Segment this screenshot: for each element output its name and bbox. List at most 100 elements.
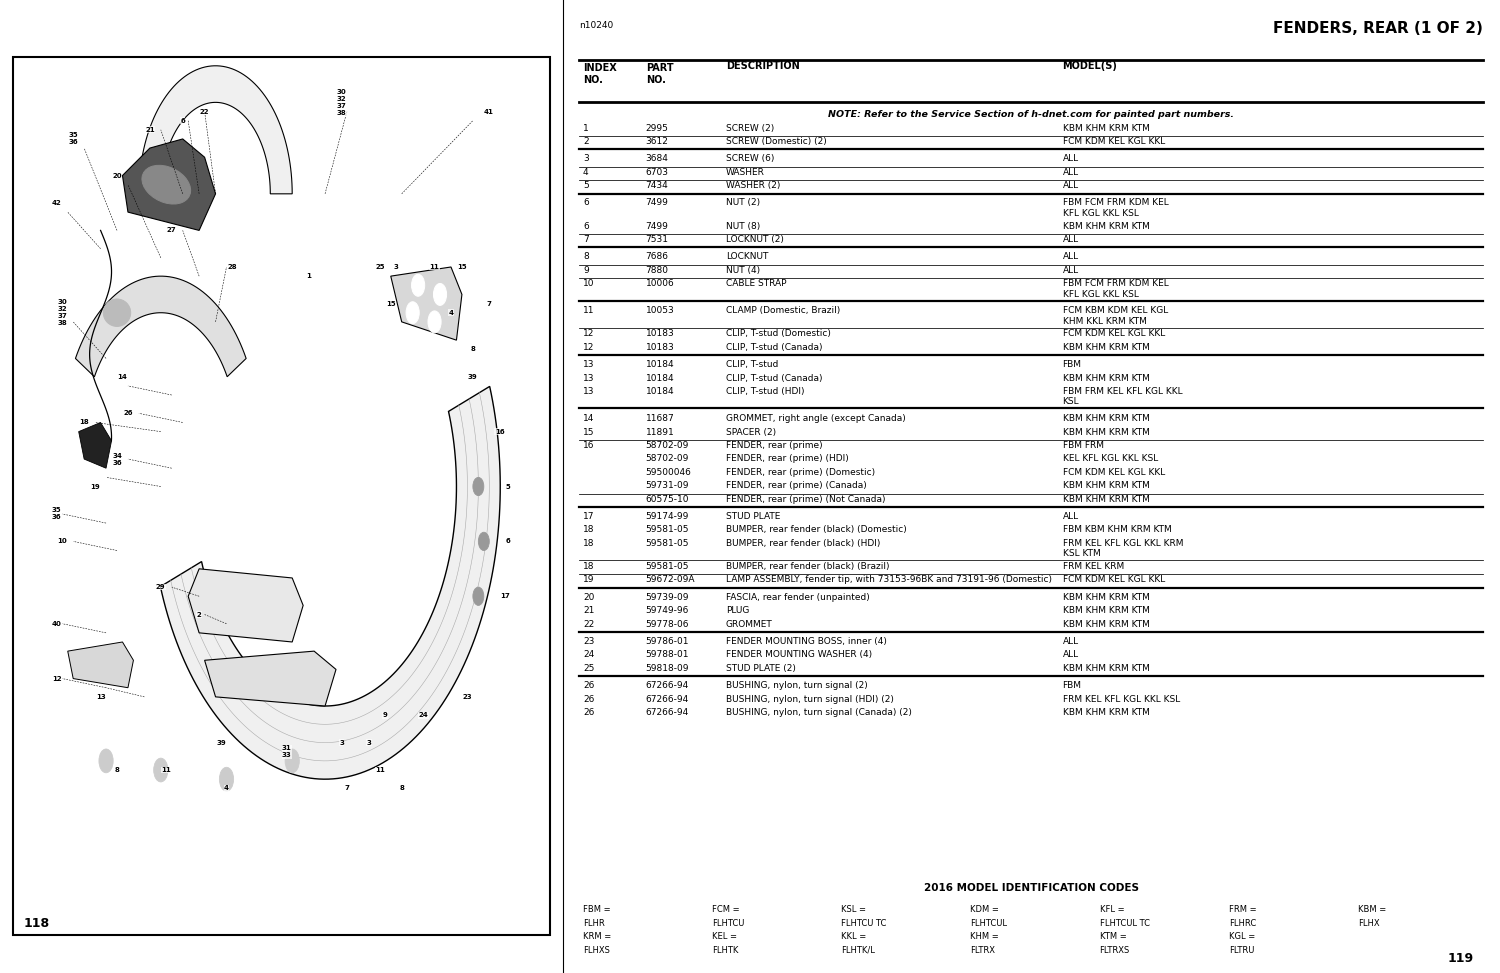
- Text: 8: 8: [399, 785, 404, 791]
- Text: 30
32
37
38: 30 32 37 38: [57, 300, 68, 326]
- Polygon shape: [140, 66, 292, 194]
- Text: 14: 14: [584, 414, 594, 423]
- Text: 11: 11: [375, 767, 384, 773]
- Polygon shape: [78, 422, 111, 468]
- Polygon shape: [390, 267, 462, 341]
- Text: 10183: 10183: [645, 330, 675, 339]
- Text: PART
NO.: PART NO.: [645, 63, 674, 85]
- Text: KBM KHM KRM KTM: KBM KHM KRM KTM: [1062, 414, 1149, 423]
- Text: 11: 11: [584, 306, 594, 315]
- Text: 13: 13: [584, 360, 594, 369]
- Text: FLHTCUL TC: FLHTCUL TC: [1100, 919, 1149, 927]
- Text: 21: 21: [584, 606, 594, 615]
- Text: 3: 3: [339, 739, 344, 745]
- Text: 10184: 10184: [645, 374, 675, 382]
- Text: BUSHING, nylon, turn signal (Canada) (2): BUSHING, nylon, turn signal (Canada) (2): [726, 708, 912, 717]
- Text: 1: 1: [584, 124, 588, 132]
- Text: CLIP, T-stud (HDI): CLIP, T-stud (HDI): [726, 387, 804, 396]
- Text: 4: 4: [448, 309, 453, 315]
- Text: 7880: 7880: [645, 266, 669, 274]
- Text: GROMMET: GROMMET: [726, 620, 772, 629]
- Text: KSL =: KSL =: [842, 905, 866, 914]
- Text: KBM KHM KRM KTM: KBM KHM KRM KTM: [1062, 482, 1149, 490]
- Text: FLHTCUL: FLHTCUL: [970, 919, 1008, 927]
- Text: 9: 9: [382, 712, 387, 718]
- Text: 10184: 10184: [645, 360, 675, 369]
- Text: 15: 15: [386, 301, 396, 306]
- Text: FENDER, rear (prime): FENDER, rear (prime): [726, 441, 822, 450]
- Text: KFL =: KFL =: [1100, 905, 1124, 914]
- Text: 4: 4: [584, 167, 588, 177]
- Text: 39: 39: [468, 374, 477, 379]
- Text: KBM KHM KRM KTM: KBM KHM KRM KTM: [1062, 427, 1149, 437]
- Text: KBM KHM KRM KTM: KBM KHM KRM KTM: [1062, 374, 1149, 382]
- Text: FRM KEL KRM: FRM KEL KRM: [1062, 562, 1124, 571]
- Text: SCREW (2): SCREW (2): [726, 124, 774, 132]
- Text: FENDER MOUNTING BOSS, inner (4): FENDER MOUNTING BOSS, inner (4): [726, 637, 886, 646]
- Text: 118: 118: [24, 918, 50, 930]
- Text: 6: 6: [180, 118, 184, 124]
- Text: 18: 18: [584, 525, 594, 534]
- Text: ALL: ALL: [1062, 155, 1078, 163]
- Text: KBM KHM KRM KTM: KBM KHM KRM KTM: [1062, 606, 1149, 615]
- Text: 8: 8: [114, 767, 120, 773]
- Text: 35
36: 35 36: [69, 132, 78, 145]
- Text: 26: 26: [584, 695, 594, 703]
- Text: 119: 119: [1448, 952, 1474, 964]
- Text: FBM FRM KEL KFL KGL KKL
KSL: FBM FRM KEL KFL KGL KKL KSL: [1062, 387, 1182, 407]
- Text: 15: 15: [458, 264, 466, 270]
- Text: BUMPER, rear fender (black) (Domestic): BUMPER, rear fender (black) (Domestic): [726, 525, 906, 534]
- Circle shape: [433, 283, 447, 306]
- Text: 2: 2: [196, 612, 201, 618]
- Text: 7499: 7499: [645, 198, 669, 207]
- Text: FENDER, rear (prime) (HDI): FENDER, rear (prime) (HDI): [726, 454, 849, 463]
- Text: 18: 18: [584, 562, 594, 571]
- Text: 6: 6: [584, 198, 588, 207]
- Text: 6: 6: [584, 222, 588, 231]
- Text: FENDER MOUNTING WASHER (4): FENDER MOUNTING WASHER (4): [726, 650, 872, 660]
- Text: 3: 3: [394, 264, 399, 270]
- Text: KBM KHM KRM KTM: KBM KHM KRM KTM: [1062, 708, 1149, 717]
- Text: 10053: 10053: [645, 306, 675, 315]
- Text: 3612: 3612: [645, 137, 669, 146]
- Text: SCREW (6): SCREW (6): [726, 155, 774, 163]
- Circle shape: [411, 274, 424, 296]
- Text: 58702-09: 58702-09: [645, 454, 688, 463]
- Text: FLHTK: FLHTK: [712, 946, 738, 955]
- Circle shape: [219, 768, 234, 791]
- Text: KRM =: KRM =: [584, 932, 610, 941]
- Text: KEL KFL KGL KKL KSL: KEL KFL KGL KKL KSL: [1062, 454, 1158, 463]
- Text: 23: 23: [584, 637, 594, 646]
- Text: SCREW (Domestic) (2): SCREW (Domestic) (2): [726, 137, 827, 146]
- Text: FLTRXS: FLTRXS: [1100, 946, 1130, 955]
- Text: 8: 8: [471, 346, 476, 352]
- Text: FBM =: FBM =: [584, 905, 610, 914]
- Text: KBM KHM KRM KTM: KBM KHM KRM KTM: [1062, 620, 1149, 629]
- Text: KKL =: KKL =: [842, 932, 867, 941]
- Text: 3: 3: [366, 739, 372, 745]
- Text: 59818-09: 59818-09: [645, 664, 688, 672]
- Polygon shape: [123, 139, 216, 231]
- Text: 7531: 7531: [645, 235, 669, 244]
- Text: n10240: n10240: [579, 21, 614, 30]
- Text: 11891: 11891: [645, 427, 675, 437]
- Text: BUMPER, rear fender (black) (Brazil): BUMPER, rear fender (black) (Brazil): [726, 562, 890, 571]
- Text: 9: 9: [584, 266, 588, 274]
- Circle shape: [285, 749, 300, 773]
- Polygon shape: [204, 651, 336, 706]
- Text: 28: 28: [226, 264, 237, 270]
- Text: KBM =: KBM =: [1358, 905, 1386, 914]
- Text: 59731-09: 59731-09: [645, 482, 688, 490]
- Text: FBM FRM: FBM FRM: [1062, 441, 1104, 450]
- Text: 20: 20: [584, 593, 594, 601]
- Text: 7686: 7686: [645, 252, 669, 262]
- Text: 7: 7: [584, 235, 588, 244]
- Text: KDM =: KDM =: [970, 905, 999, 914]
- Text: FBM: FBM: [1062, 360, 1082, 369]
- Text: 59500046: 59500046: [645, 468, 692, 477]
- Text: 27: 27: [166, 228, 177, 234]
- Text: 59786-01: 59786-01: [645, 637, 688, 646]
- Text: ALL: ALL: [1062, 181, 1078, 190]
- Text: FASCIA, rear fender (unpainted): FASCIA, rear fender (unpainted): [726, 593, 870, 601]
- Text: FBM FCM FRM KDM KEL
KFL KGL KKL KSL: FBM FCM FRM KDM KEL KFL KGL KKL KSL: [1062, 198, 1168, 218]
